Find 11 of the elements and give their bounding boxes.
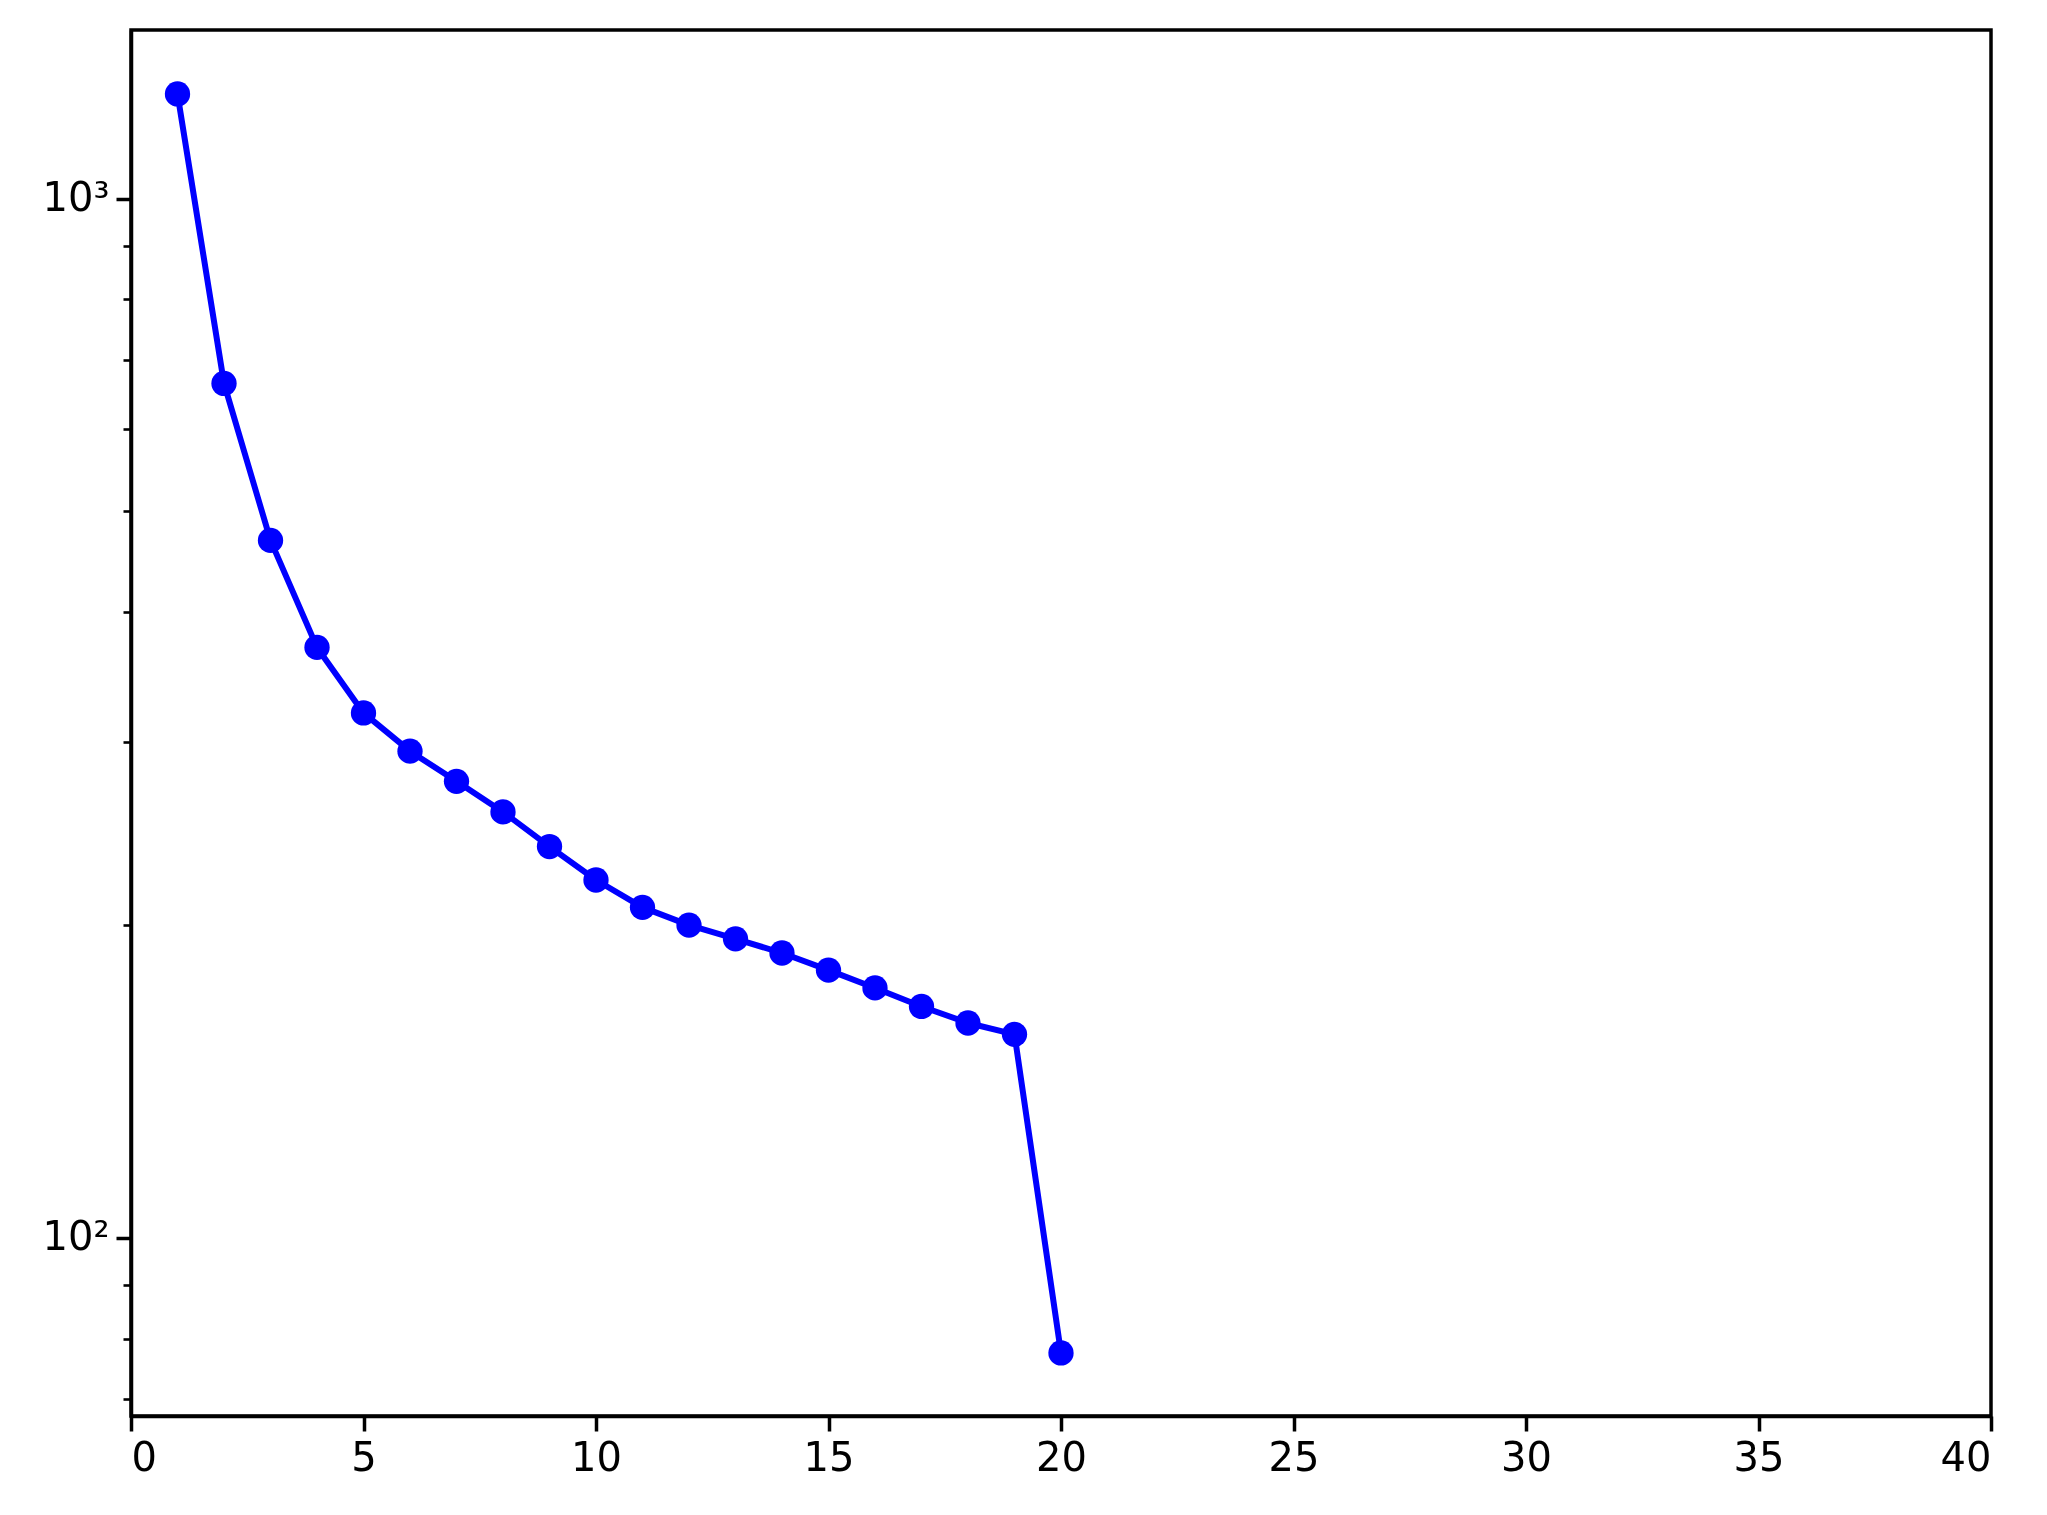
x-tick-label: 30 — [1501, 1433, 1552, 1480]
x-tick-label: 15 — [803, 1433, 855, 1480]
x-tick-label: 40 — [1940, 1433, 1992, 1480]
x-tick-label: 5 — [351, 1433, 377, 1480]
x-tick-label: 10 — [571, 1433, 622, 1480]
y-tick-label: 10² — [42, 1213, 110, 1260]
x-tick-label: 20 — [1036, 1433, 1087, 1480]
x-tick-label: 25 — [1268, 1433, 1320, 1480]
x-tick-label: 35 — [1733, 1433, 1785, 1480]
y-tick-label: 10³ — [42, 174, 110, 221]
x-tick-label: 0 — [131, 1433, 157, 1480]
